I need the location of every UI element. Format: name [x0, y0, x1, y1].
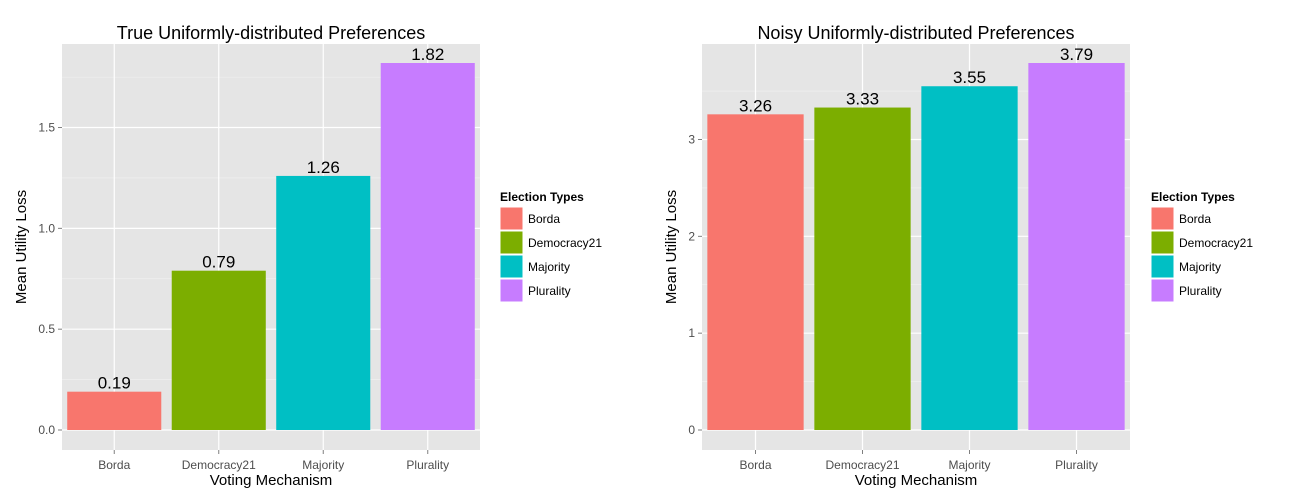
bar-value-label: 1.82: [411, 45, 444, 64]
legend-key-democracy21: [499, 230, 524, 255]
legend-key-plurality: [1150, 278, 1175, 303]
y-tick-label: 3: [688, 132, 695, 146]
bar-value-label: 0.19: [98, 374, 131, 393]
y-tick-label: 0.5: [38, 322, 55, 336]
y-tick-label: 1.0: [38, 221, 55, 235]
legend-label: Democracy21: [1179, 236, 1253, 250]
y-tick-label: 1: [688, 326, 695, 340]
y-tick-label: 2: [688, 229, 695, 243]
legend-key-plurality: [499, 278, 524, 303]
bar-majority: [921, 86, 1018, 430]
legend-title: Election Types: [500, 190, 584, 204]
y-tick-label: 0.0: [38, 423, 55, 437]
x-tick-label: Borda: [739, 458, 771, 472]
x-tick-label: Plurality: [1055, 458, 1098, 472]
bar-value-label: 0.79: [202, 253, 235, 272]
chart-title: Noisy Uniformly-distributed Preferences: [757, 23, 1074, 43]
legend: Election Types Borda Democracy21 Majority Pl…: [1150, 190, 1253, 303]
bar-plurality: [1028, 63, 1125, 430]
bar-value-label: 3.79: [1060, 45, 1093, 64]
legend-key-majority: [499, 254, 524, 279]
x-tick-label: Democracy21: [182, 458, 256, 472]
legend-key-borda: [499, 206, 524, 231]
legend-label: Majority: [1179, 260, 1221, 274]
legend-key-borda: [1150, 206, 1175, 231]
legend-label: Democracy21: [528, 236, 602, 250]
y-axis-title: Mean Utility Loss: [663, 190, 680, 304]
legend: Election Types Borda Democracy21 Majority Pl…: [499, 190, 602, 303]
x-axis-title: Voting Mechanism: [210, 472, 333, 489]
x-axis-title: Voting Mechanism: [855, 472, 978, 489]
y-axis-title: Mean Utility Loss: [13, 190, 30, 304]
bar-plurality: [380, 63, 475, 430]
bar-borda: [707, 114, 804, 430]
bar-democracy21: [171, 270, 266, 430]
bar-borda: [67, 391, 162, 430]
chart-panel-1: 0.0 0.5 1.0 1.5 0.19 0.79 1.26 1.82 Borda Democra…: [13, 23, 602, 489]
y-tick-label: 0: [688, 423, 695, 437]
x-tick-label: Borda: [98, 458, 130, 472]
bar-majority: [276, 175, 371, 430]
chart-panel-2: 0 1 2 3 3.26 3.33 3.55 3.79 Borda Democracy21 Majo…: [663, 23, 1253, 489]
legend-key-democracy21: [1150, 230, 1175, 255]
x-tick-label: Plurality: [406, 458, 449, 472]
legend-label: Majority: [528, 260, 570, 274]
legend-title: Election Types: [1151, 190, 1235, 204]
bar-value-label: 3.55: [953, 68, 986, 87]
x-tick-label: Majority: [302, 458, 344, 472]
legend-label: Borda: [528, 212, 560, 226]
chart-title: True Uniformly-distributed Preferences: [117, 23, 425, 43]
bar-value-label: 3.33: [846, 90, 879, 109]
bar-value-label: 3.26: [739, 96, 772, 115]
x-tick-label: Majority: [948, 458, 990, 472]
legend-label: Plurality: [528, 284, 571, 298]
legend-label: Borda: [1179, 212, 1211, 226]
bar-value-label: 1.26: [307, 158, 340, 177]
legend-label: Plurality: [1179, 284, 1222, 298]
legend-key-majority: [1150, 254, 1175, 279]
bar-democracy21: [814, 107, 911, 431]
x-tick-label: Democracy21: [825, 458, 899, 472]
y-tick-label: 1.5: [38, 121, 55, 135]
